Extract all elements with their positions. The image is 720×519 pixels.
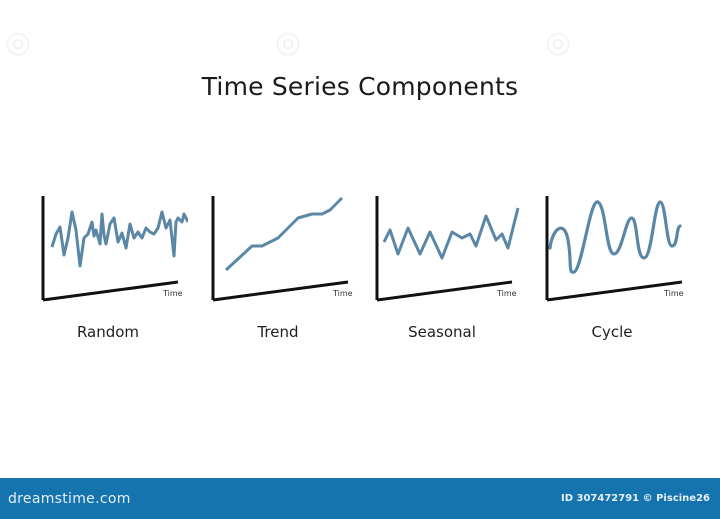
trend-chart xyxy=(211,196,349,302)
diagram-title: Time Series Components xyxy=(201,72,519,101)
cycle-chart xyxy=(545,196,683,302)
panel-label: Trend xyxy=(257,323,299,341)
panel-label: Cycle xyxy=(591,323,633,341)
seasonal-chart xyxy=(375,196,520,302)
panel-cycle: Time Cycle xyxy=(542,190,692,350)
panel-random: Time Random xyxy=(38,190,188,350)
panel-trend: Time Trend xyxy=(208,190,358,350)
axis-label-time: Time xyxy=(333,289,353,298)
random-chart xyxy=(41,196,188,302)
watermark: ◎ xyxy=(5,25,32,60)
image-credit: ID 307472791 © Piscine26 xyxy=(561,493,710,504)
axis-label-time: Time xyxy=(497,289,517,298)
watermark: ◎ xyxy=(275,25,302,60)
panel-label: Seasonal xyxy=(408,323,476,341)
axis-label-time: Time xyxy=(664,289,684,298)
panel-seasonal: Time Seasonal xyxy=(372,190,522,350)
footer-bar: dreamstime.com ID 307472791 © Piscine26 xyxy=(0,478,720,519)
brand-logo[interactable]: dreamstime.com xyxy=(8,491,131,507)
panel-label: Random xyxy=(76,323,140,341)
axis-label-time: Time xyxy=(163,289,183,298)
watermark: ◎ xyxy=(545,25,572,60)
